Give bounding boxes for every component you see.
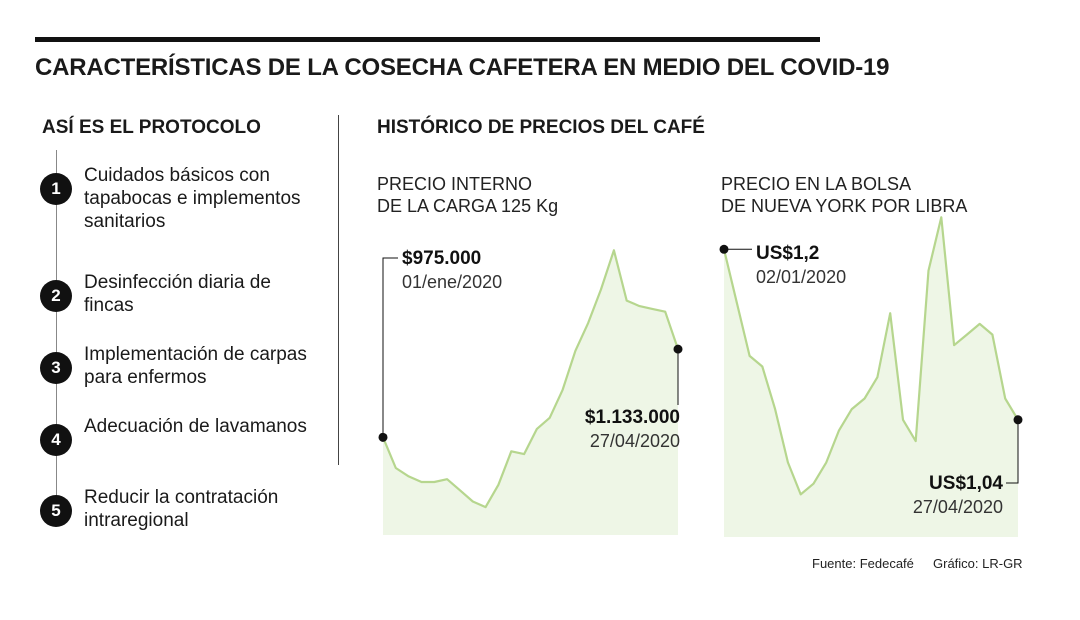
chart-2-data-point (966, 333, 968, 336)
chart-2-data-point (787, 461, 789, 464)
chart-2-data-point (851, 408, 853, 410)
chart-2-data-point (1004, 397, 1007, 400)
step-text: Adecuación de lavamanos (84, 416, 307, 437)
chart-2-area-fill (724, 217, 1018, 538)
top-rule (35, 37, 820, 42)
step-number-badge: 4 (40, 424, 72, 456)
chart-2-data-point (914, 440, 917, 442)
step-text: Cuidados básicos con tapabocas e impleme… (84, 165, 301, 232)
chart-2-end-value-label: US$1,04 (929, 473, 1003, 494)
chart-2-data-point (774, 408, 776, 410)
chart-2-data-point (978, 323, 981, 325)
chart-2-data-point (761, 365, 764, 368)
chart-1-data-point (420, 481, 423, 483)
chart-2-data-point (876, 376, 879, 378)
chart-1-area-fill (383, 250, 678, 536)
step-number-badge: 3 (40, 352, 72, 384)
chart-1-data-point (459, 489, 461, 492)
chart-1-data-point (523, 453, 525, 455)
chart-1-series-line (381, 249, 680, 509)
chart-1-data-point (471, 500, 474, 503)
chart-1-data-point (638, 305, 641, 307)
chart-1-subtitle: PRECIO INTERNO DE LA CARGA 125 Kg (377, 174, 559, 216)
chart-1-start-leader (382, 257, 398, 438)
chart-2-data-point (748, 355, 751, 357)
prices-heading: HISTÓRICO DE PRECIOS DEL CAFÉ (377, 117, 705, 138)
chart-2-data-point (799, 493, 802, 496)
step-text: Desinfección diaria de fincas (84, 272, 271, 316)
chart-2-data-point (953, 344, 955, 347)
chart-2-subtitle: PRECIO EN LA BOLSA DE NUEVA YORK POR LIB… (721, 174, 968, 216)
step-text: Reducir la contratación intraregional (84, 487, 279, 531)
chart-1-end-value-label: $1.133.000 (585, 407, 680, 428)
chart-1-data-point (664, 310, 666, 313)
chart-1-start-date-label: 01/ene/2020 (402, 272, 502, 292)
chart-1-data-point (600, 288, 602, 291)
protocol-timeline (56, 150, 57, 520)
chart-2-end-date-label: 27/04/2020 (913, 497, 1003, 517)
source-note: Fuente: Fedecafé (812, 556, 914, 571)
step-text: Implementación de carpas para enfermos (84, 344, 307, 388)
chart-2-data-point (838, 429, 840, 432)
chart-2-data-point (889, 312, 891, 315)
chart-1-end-date-label: 27/04/2020 (590, 431, 680, 451)
credit-note: Gráfico: LR-GR (933, 556, 1023, 571)
chart-1-data-point (433, 481, 436, 483)
step-number-badge: 2 (40, 280, 72, 312)
chart-2-data-point (902, 418, 904, 421)
chart-2-data-point (991, 333, 994, 336)
chart-2-data-point (863, 397, 866, 400)
chart-1-data-point (587, 322, 590, 324)
chart-1-data-point (510, 450, 513, 453)
chart-1-data-point (613, 249, 615, 252)
chart-2-data-point (825, 461, 828, 464)
chart-2-data-point (940, 216, 943, 219)
chart-2-data-point (812, 482, 815, 485)
chart-2-data-point (927, 269, 930, 272)
page-title: CARACTERÍSTICAS DE LA COSECHA CAFETERA E… (35, 54, 890, 81)
chart-1-data-point (625, 299, 628, 302)
chart-1-data-point (446, 478, 448, 480)
chart-1-data-point (561, 389, 564, 391)
protocol-heading: ASÍ ES EL PROTOCOLO (42, 117, 261, 138)
column-divider (338, 115, 339, 465)
chart-1-data-point (651, 308, 654, 310)
chart-1-data-point (574, 350, 577, 352)
chart-2-start-date-label: 02/01/2020 (756, 267, 846, 287)
chart-2-end-leader (1006, 419, 1019, 484)
chart-1-start-value-label: $975.000 (402, 248, 481, 269)
chart-1-data-point (407, 475, 410, 478)
chart-1-data-point (484, 506, 487, 508)
chart-1-data-point (395, 467, 397, 469)
step-number-badge: 1 (40, 173, 72, 205)
chart-1-data-point (536, 428, 538, 430)
chart-2-data-point (735, 301, 738, 304)
chart-1-data-point (497, 483, 500, 486)
chart-1-data-point (548, 416, 551, 419)
chart-2-start-value-label: US$1,2 (756, 243, 819, 264)
chart-2-series-line (722, 216, 1019, 496)
step-number-badge: 5 (40, 495, 72, 527)
